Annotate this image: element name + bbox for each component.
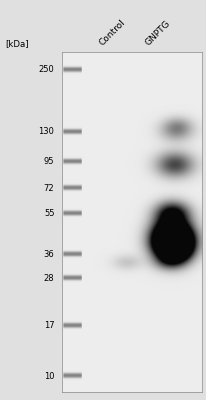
Text: 36: 36: [44, 250, 54, 259]
Text: 28: 28: [44, 274, 54, 283]
Text: 10: 10: [44, 372, 54, 381]
Text: 130: 130: [39, 127, 54, 136]
Text: 55: 55: [44, 209, 54, 218]
Text: 17: 17: [44, 321, 54, 330]
Text: 250: 250: [39, 65, 54, 74]
Text: [kDa]: [kDa]: [5, 40, 29, 49]
Text: 95: 95: [44, 157, 54, 166]
Text: GNPTG: GNPTG: [144, 19, 172, 48]
Text: Control: Control: [97, 18, 127, 48]
Text: 72: 72: [44, 184, 54, 193]
